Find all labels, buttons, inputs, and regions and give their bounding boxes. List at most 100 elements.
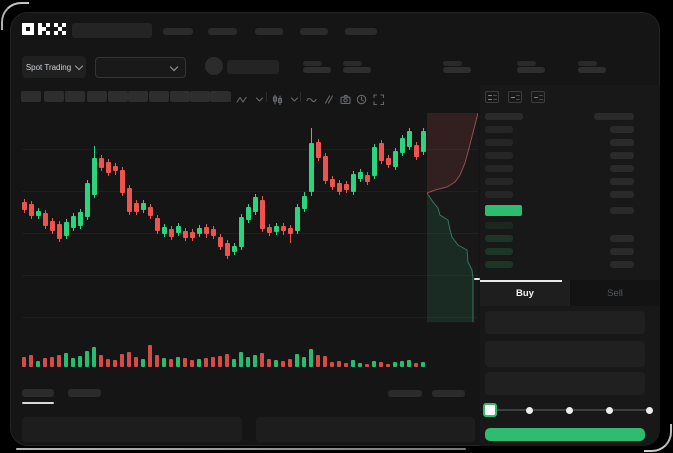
candles-icon[interactable] xyxy=(272,92,283,106)
book-bids-icon[interactable] xyxy=(508,91,522,103)
zigzag-icon[interactable] xyxy=(236,92,247,103)
order-input-3[interactable] xyxy=(485,372,645,395)
candle-body xyxy=(281,226,286,231)
candle-body xyxy=(309,143,314,192)
slider-step-dot[interactable] xyxy=(565,406,573,414)
bottom-tab-active-indicator xyxy=(22,402,54,404)
volume-bar xyxy=(386,364,390,367)
volume-bar xyxy=(295,354,299,367)
candle-body xyxy=(274,226,279,232)
slider-step-dot[interactable] xyxy=(645,406,653,414)
volume-bar xyxy=(92,347,96,367)
candle-body xyxy=(365,175,370,182)
fullscreen-icon[interactable] xyxy=(373,92,385,106)
tab-sell[interactable]: Sell xyxy=(570,280,660,306)
book-asks-icon[interactable] xyxy=(531,91,545,103)
candle-body xyxy=(246,207,251,220)
candle-body xyxy=(141,203,146,210)
volume-bar xyxy=(351,360,355,367)
order-input-1[interactable] xyxy=(485,311,645,334)
volume-bar xyxy=(57,355,61,367)
compare-icon[interactable] xyxy=(323,92,334,104)
candle-body xyxy=(155,218,160,231)
slider-step-dot[interactable] xyxy=(525,406,533,414)
candle-body xyxy=(218,237,223,247)
bottom-tab-1[interactable] xyxy=(22,389,54,397)
candle-body xyxy=(71,216,76,228)
buy-submit-button[interactable] xyxy=(485,428,645,441)
volume-bar xyxy=(148,345,152,367)
volume-bar xyxy=(274,360,278,367)
nav-item-3[interactable] xyxy=(255,28,283,35)
okx-logo[interactable] xyxy=(22,23,67,36)
bottom-control-1[interactable] xyxy=(388,390,422,397)
candle-body xyxy=(113,166,118,171)
interval-button-6[interactable] xyxy=(128,91,148,102)
slider-step-dot[interactable] xyxy=(605,406,613,414)
interval-button-8[interactable] xyxy=(170,91,190,102)
interval-button-1[interactable] xyxy=(21,91,41,102)
volume-bar xyxy=(218,356,222,367)
interval-button-10[interactable] xyxy=(210,91,230,102)
ticker-stat-label-1 xyxy=(303,61,322,66)
camera-icon[interactable] xyxy=(340,92,351,105)
bottom-tab-2[interactable] xyxy=(68,389,101,397)
tab-buy[interactable]: Buy xyxy=(480,280,570,306)
last-price-badge[interactable] xyxy=(485,205,522,216)
candle-body xyxy=(57,224,62,239)
volume-bar xyxy=(190,360,194,367)
candle-body xyxy=(120,170,125,193)
volume-bar xyxy=(29,355,33,367)
volume-bar xyxy=(176,357,180,367)
pair-dropdown[interactable] xyxy=(95,57,186,78)
candle-body xyxy=(239,217,244,247)
bid-row-price xyxy=(485,222,513,229)
candle-body xyxy=(183,231,188,238)
market-type-selector[interactable]: Spot Trading xyxy=(22,56,86,78)
bottom-control-2[interactable] xyxy=(432,390,465,397)
chevron-down-icon[interactable] xyxy=(254,92,265,103)
nav-item-2[interactable] xyxy=(208,28,237,35)
chevron-down-icon xyxy=(74,61,84,71)
volume-bar xyxy=(281,361,285,367)
toolbar-separator xyxy=(300,92,301,102)
candle-body xyxy=(36,211,41,216)
volume-bar xyxy=(78,356,82,367)
interval-button-4[interactable] xyxy=(87,91,107,102)
gridline xyxy=(22,149,478,150)
depth-chart-svg xyxy=(426,112,479,323)
bid-row-price xyxy=(485,235,513,242)
volume-bar xyxy=(127,352,131,367)
bottom-panel-2 xyxy=(256,417,475,442)
bid-row-amount xyxy=(610,261,634,268)
last-price-amount xyxy=(610,207,634,214)
interval-button-9[interactable] xyxy=(190,91,210,102)
interval-button-2[interactable] xyxy=(44,91,64,102)
ask-row-price xyxy=(485,165,513,172)
book-split-icon[interactable] xyxy=(485,91,499,103)
nav-item-1[interactable] xyxy=(163,28,193,35)
ticker-stat-label-5 xyxy=(578,61,597,66)
volume-bar xyxy=(120,354,124,367)
ask-row-amount xyxy=(610,126,634,133)
wave-icon[interactable] xyxy=(306,92,317,103)
ticker-stat-label-4 xyxy=(517,61,536,66)
chevron-down-icon[interactable] xyxy=(289,92,300,103)
clock-icon[interactable] xyxy=(356,92,367,105)
bottom-panel-1 xyxy=(22,417,242,442)
interval-button-5[interactable] xyxy=(108,91,128,102)
volume-bar xyxy=(400,361,404,367)
volume-bar xyxy=(337,361,341,367)
bid-row-amount xyxy=(610,235,634,242)
order-input-2[interactable] xyxy=(485,341,645,367)
candle-body xyxy=(190,232,195,238)
interval-button-3[interactable] xyxy=(65,91,85,102)
interval-button-7[interactable] xyxy=(149,91,169,102)
volume-bar xyxy=(141,359,145,367)
nav-item-4[interactable] xyxy=(300,28,328,35)
nav-item-5[interactable] xyxy=(345,28,377,35)
volume-bar xyxy=(393,362,397,367)
candle-body xyxy=(330,179,335,187)
amount-slider-handle[interactable] xyxy=(483,403,497,417)
